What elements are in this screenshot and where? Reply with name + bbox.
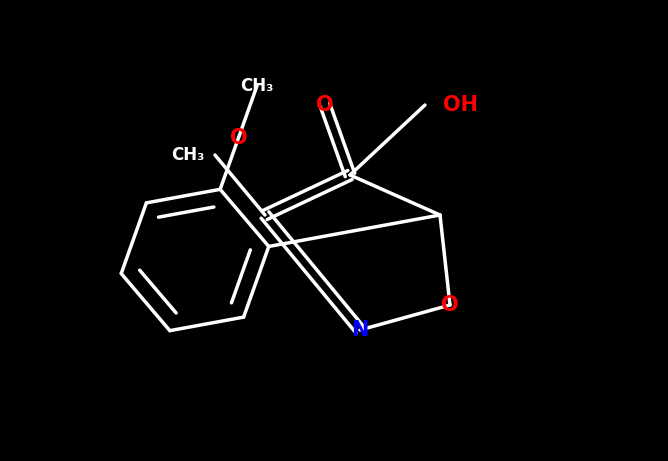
Text: O: O: [316, 95, 334, 115]
Text: N: N: [351, 320, 369, 340]
Text: CH₃: CH₃: [240, 77, 274, 95]
Text: O: O: [230, 128, 247, 148]
Text: OH: OH: [443, 95, 478, 115]
Text: O: O: [441, 295, 459, 315]
Text: CH₃: CH₃: [172, 146, 205, 164]
